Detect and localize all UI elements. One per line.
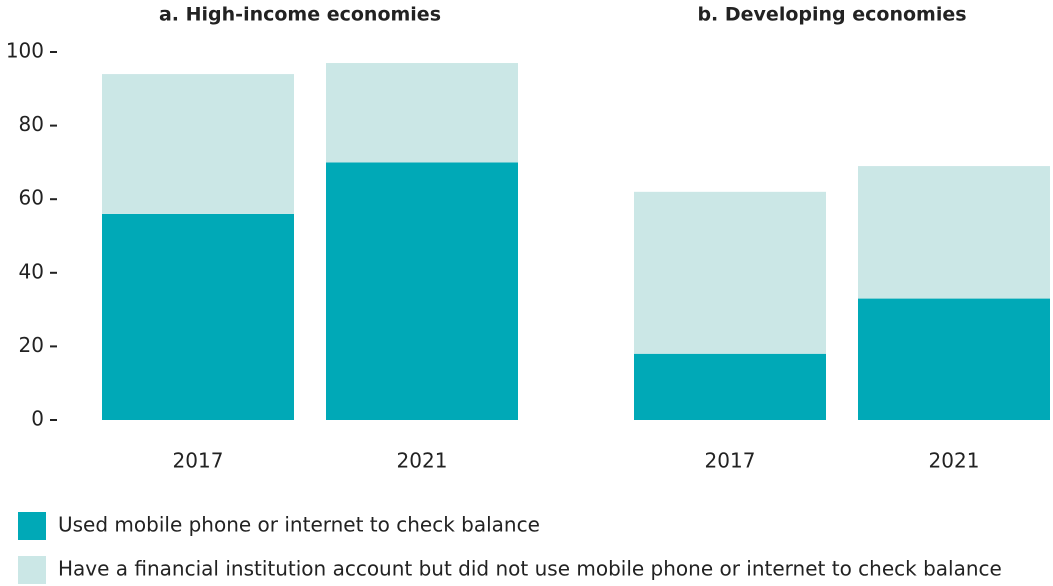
bar-segment <box>634 353 826 420</box>
bar-segment <box>634 191 826 354</box>
y-tick-label: 40 <box>19 259 44 283</box>
bar-segment <box>326 63 518 163</box>
bar-segment <box>326 162 518 420</box>
x-tick-label: 2021 <box>397 449 448 473</box>
legend-swatch <box>18 556 46 584</box>
y-tick-label: 0 <box>31 407 44 431</box>
x-tick-label: 2021 <box>929 449 980 473</box>
legend-label: Used mobile phone or internet to check b… <box>58 513 540 537</box>
y-tick-label: 100 <box>6 39 44 63</box>
y-tick-label: 80 <box>19 112 44 136</box>
bar-segment <box>102 213 294 420</box>
bar-segment <box>858 298 1050 420</box>
panel-title: b. Developing economies <box>697 4 966 26</box>
panel-title: a. High-income economies <box>159 4 441 26</box>
y-tick-label: 60 <box>19 186 44 210</box>
bar-segment <box>102 74 294 214</box>
x-tick-label: 2017 <box>173 449 224 473</box>
legend-label: Have a financial institution account but… <box>58 557 1002 581</box>
x-tick-label: 2017 <box>705 449 756 473</box>
y-tick-label: 20 <box>19 333 44 357</box>
legend-swatch <box>18 512 46 540</box>
bar-segment <box>858 166 1050 299</box>
